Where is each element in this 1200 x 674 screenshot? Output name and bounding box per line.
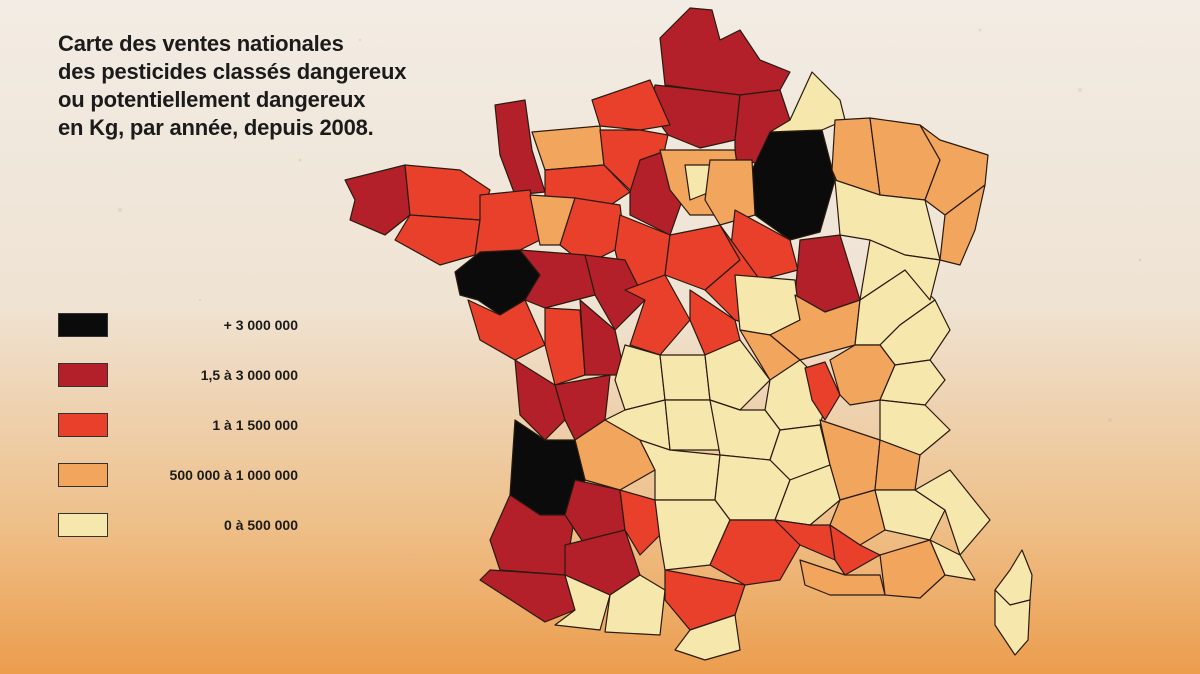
department-region [584, 254, 646, 331]
department-region [624, 274, 691, 356]
department-region [474, 189, 541, 256]
legend-swatch [58, 463, 108, 487]
department-region [879, 399, 951, 456]
legend-label: 1,5 à 3 000 000 [200, 367, 298, 383]
department-region [659, 354, 711, 401]
title-line: Carte des ventes nationales [58, 31, 344, 56]
map-title: Carte des ventes nationales des pesticid… [58, 30, 406, 142]
department-region [774, 464, 841, 526]
department-region [479, 569, 576, 623]
department-region [829, 524, 881, 576]
department-region [874, 489, 946, 541]
department-region [914, 469, 991, 556]
department-region [859, 239, 941, 301]
legend-item: 500 000 à 1 000 000 [58, 463, 308, 513]
department-region [769, 294, 861, 361]
legend-item: 1 à 1 500 000 [58, 413, 308, 463]
title-line: des pesticides classés dangereux [58, 59, 407, 84]
department-region [404, 164, 491, 221]
legend-item: 1,5 à 3 000 000 [58, 363, 308, 413]
legend-swatch [58, 413, 108, 437]
department-region [614, 344, 666, 411]
department-region [514, 359, 566, 441]
department-region [674, 614, 741, 661]
legend-item: 0 à 500 000 [58, 513, 308, 563]
department-region [344, 164, 411, 236]
department-region [804, 361, 841, 421]
legend: + 3 000 000 1,5 à 3 000 000 1 à 1 500 00… [58, 313, 308, 563]
department-region [879, 539, 946, 599]
department-region [591, 79, 671, 131]
department-region [704, 339, 771, 411]
title-line: ou potentiellement dangereux [58, 87, 366, 112]
department-region [554, 574, 611, 631]
department-region [559, 197, 626, 266]
legend-swatch [58, 363, 108, 387]
legend-label: 500 000 à 1 000 000 [169, 467, 298, 483]
department-region [531, 125, 605, 171]
department-region [659, 7, 791, 96]
legend-label: 1 à 1 500 000 [212, 417, 298, 433]
legend-swatch [58, 513, 108, 537]
legend-item: + 3 000 000 [58, 313, 308, 363]
department-region [544, 307, 586, 386]
department-region [829, 489, 886, 546]
department-region [929, 539, 976, 581]
department-region [939, 184, 986, 266]
department-region [994, 589, 1031, 656]
legend-swatch [58, 313, 108, 337]
department-region [394, 214, 481, 266]
legend-label: 0 à 500 000 [224, 517, 298, 533]
department-region [879, 359, 946, 406]
legend-label: + 3 000 000 [223, 317, 298, 333]
department-region [604, 574, 666, 636]
title-line: en Kg, par année, depuis 2008. [58, 115, 374, 140]
department-region [751, 129, 836, 241]
